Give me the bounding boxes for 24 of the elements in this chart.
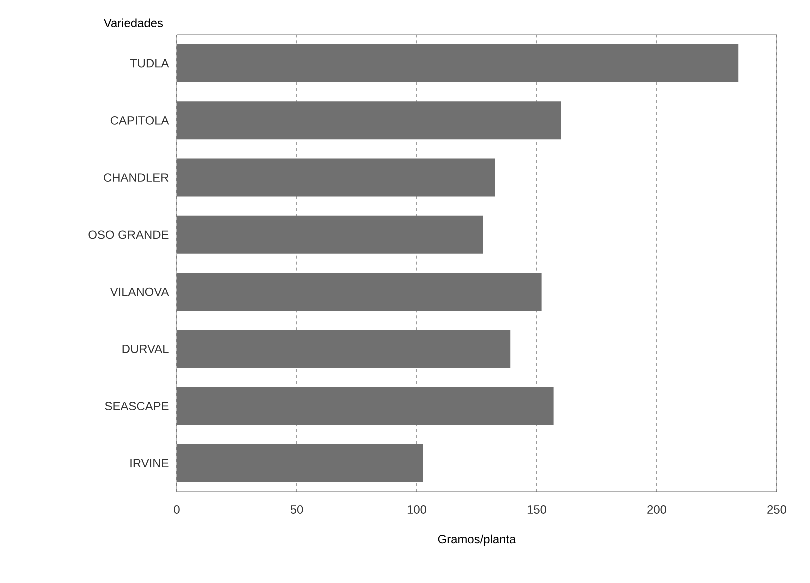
y-axis-title: Variedades bbox=[104, 18, 164, 28]
bar bbox=[177, 158, 496, 197]
x-tick-label: 250 bbox=[768, 506, 787, 514]
x-tick-label: 100 bbox=[408, 506, 427, 514]
bar bbox=[177, 273, 542, 312]
bar bbox=[177, 216, 484, 254]
y-tick-label: CAPITOLA bbox=[110, 116, 170, 125]
x-axis-title: Gramos/planta bbox=[438, 534, 516, 546]
y-tick-label: IRVINE bbox=[130, 459, 169, 468]
bar bbox=[177, 102, 562, 140]
x-tick-label: 0 bbox=[174, 506, 180, 514]
bar bbox=[177, 44, 739, 83]
bar bbox=[177, 387, 554, 426]
y-tick-label: DURVAL bbox=[122, 345, 169, 354]
y-tick-label: SEASCAPE bbox=[105, 402, 169, 411]
x-tick-label: 150 bbox=[528, 506, 547, 514]
x-tick-label: 50 bbox=[290, 506, 304, 514]
y-tick-label: OSO GRANDE bbox=[88, 230, 169, 240]
x-tick-label: 200 bbox=[648, 506, 667, 514]
y-tick-label: CHANDLER bbox=[104, 174, 169, 182]
bar bbox=[177, 330, 511, 368]
y-tick-label: TUDLA bbox=[130, 59, 170, 68]
y-tick-label: VILANOVA bbox=[110, 288, 170, 296]
bar bbox=[177, 444, 424, 482]
